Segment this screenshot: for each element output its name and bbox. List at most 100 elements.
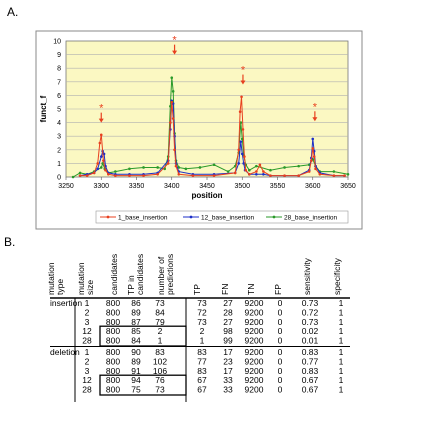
table-cell: 0.67 <box>302 385 319 395</box>
data-point <box>241 128 245 131</box>
data-point <box>237 162 241 165</box>
table-cell: 1 <box>339 326 344 336</box>
data-point <box>318 172 322 176</box>
table-cell: 1 <box>339 385 344 395</box>
data-point <box>242 162 245 165</box>
column-header: mutation size <box>76 262 95 295</box>
highlight-box <box>99 374 187 396</box>
table-cell: 1 <box>339 366 344 376</box>
table-cell: 1 <box>339 307 344 317</box>
column-header-text: sensitivity <box>302 257 312 295</box>
column-header-text: TN <box>246 284 256 295</box>
table-cell: 0 <box>278 336 283 346</box>
column-header: TP <box>192 284 202 295</box>
table-cell: 102 <box>153 356 167 366</box>
table-cell: 67 <box>197 375 207 385</box>
x-tick-label: 3350 <box>129 183 145 190</box>
table-cell: 800 <box>106 366 120 376</box>
table-cell: 89 <box>131 356 141 366</box>
table-cell: 28 <box>223 307 233 317</box>
column-header-text: size <box>85 280 95 295</box>
column-header-text: predictions <box>165 254 175 295</box>
table-cell: 33 <box>223 385 233 395</box>
table-cell: 0 <box>278 307 283 317</box>
table-cell: 3 <box>85 366 90 376</box>
data-point <box>96 162 100 165</box>
table-cell: 17 <box>223 347 233 357</box>
data-point <box>98 141 102 145</box>
data-point <box>233 171 237 175</box>
data-point <box>314 167 317 171</box>
data-point <box>238 110 242 114</box>
arrow-head <box>98 118 104 123</box>
table-cell: 75 <box>131 385 141 395</box>
data-point <box>212 163 216 167</box>
data-point <box>171 117 175 120</box>
data-point <box>240 95 243 99</box>
table-cell: 12 <box>82 375 92 385</box>
data-point <box>248 168 251 172</box>
data-point <box>107 172 110 176</box>
significance-star: * <box>313 101 318 113</box>
table-cell: 94 <box>131 375 141 385</box>
data-point <box>177 172 181 176</box>
data-point <box>244 168 248 172</box>
data-point <box>198 166 202 169</box>
data-point <box>283 174 286 177</box>
table-cell: 0 <box>278 298 283 308</box>
table-cell: 83 <box>197 347 207 357</box>
table-cell: 73 <box>197 317 207 327</box>
data-point <box>99 133 103 137</box>
table-cell: 67 <box>197 385 207 395</box>
table-cell: 800 <box>106 385 120 395</box>
data-point <box>166 162 170 165</box>
x-tick-label: 3550 <box>270 183 286 190</box>
data-point <box>297 174 300 177</box>
table-cell: 0.73 <box>302 298 319 308</box>
funct-f-chart: 0 1 2 3 4 5 6 7 8 9 10 3250 3300 3350 3400 3450 3500 3550… <box>35 30 363 230</box>
table-cell: 77 <box>197 356 207 366</box>
table-cell: 1 <box>158 336 163 346</box>
data-point <box>174 164 178 168</box>
table-cell: 84 <box>155 307 165 317</box>
table-cell: 2 <box>85 356 90 366</box>
data-point <box>85 174 89 177</box>
data-point <box>170 76 174 80</box>
column-header-text: mutation <box>76 262 86 295</box>
panel-a-label: A. <box>7 5 19 19</box>
data-point <box>191 174 195 177</box>
table-cell: 73 <box>155 298 165 308</box>
table-cell: 9200 <box>245 347 264 357</box>
table-cell: 1 <box>339 347 344 357</box>
data-point <box>114 174 117 177</box>
y-tick-label: 4 <box>57 120 61 127</box>
table-cell: 9200 <box>245 336 264 346</box>
table-cell: 1 <box>200 336 205 346</box>
legend-entry: 12_base_insertion <box>201 215 255 222</box>
x-tick-label: 3400 <box>164 183 180 190</box>
data-point <box>243 155 246 158</box>
table-cell: 85 <box>131 326 141 336</box>
y-tick-label: 1 <box>57 161 61 168</box>
data-point <box>71 175 75 179</box>
table-cell: 0 <box>278 366 283 376</box>
table-cell: 800 <box>106 326 120 336</box>
column-header-text: FN <box>220 284 230 295</box>
table-cell: 86 <box>131 298 141 308</box>
legend-entry: 28_base_insertion <box>284 215 338 222</box>
data-point <box>78 171 82 175</box>
column-header-text: mutation <box>46 262 56 295</box>
table-cell: 3 <box>85 317 90 327</box>
column-header: FN <box>220 284 230 295</box>
data-point <box>114 170 117 173</box>
y-tick-label: 10 <box>53 39 61 46</box>
y-tick-label: 2 <box>57 147 61 154</box>
data-point <box>142 174 145 177</box>
table-cell: 800 <box>106 336 120 346</box>
legend-marker <box>106 215 110 219</box>
column-header: TP in candidates <box>126 254 145 295</box>
column-header: mutation type <box>46 262 65 295</box>
data-point <box>240 137 244 141</box>
table-cell: 9200 <box>245 356 264 366</box>
highlight-box <box>99 325 187 347</box>
